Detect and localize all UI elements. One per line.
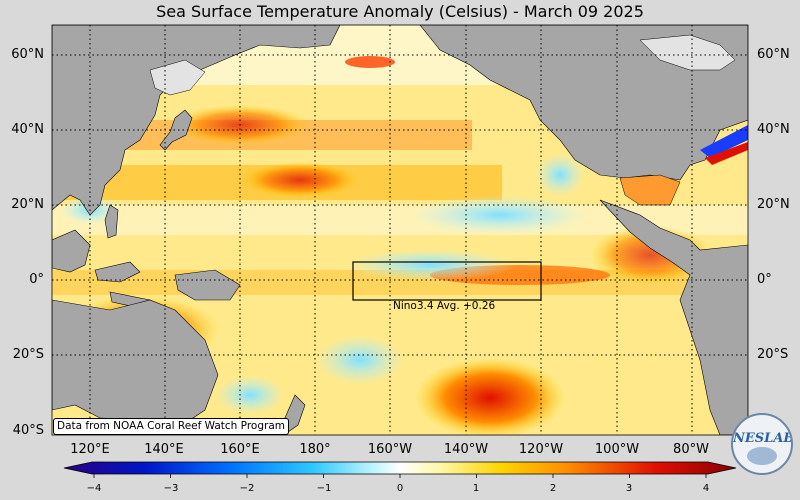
lat-label-40n-right: 40°N (757, 122, 790, 137)
lat-label-20s-right: 20°S (757, 347, 789, 362)
lon-label-120w: 120°W (518, 442, 564, 457)
colorbar-tick-4: 4 (702, 483, 710, 494)
lat-label-60n-left: 60°N (11, 47, 44, 62)
nino34-region-box (352, 261, 542, 301)
colorbar-tick-3: 3 (625, 483, 633, 494)
neslab-logo: NESLAB (731, 413, 793, 475)
cool-anomaly-equatorial (345, 249, 515, 281)
lon-label-160w: 160°W (367, 442, 413, 457)
lat-label-20n-right: 20°N (757, 197, 790, 212)
map-frame (51, 24, 749, 436)
map-title: Sea Surface Temperature Anomaly (Celsius… (156, 2, 644, 21)
colorbar-tick-2: 2 (549, 483, 557, 494)
logo-text: NESLAB (733, 431, 793, 446)
lon-label-120e: 120°E (70, 442, 110, 457)
lon-label-180: 180° (299, 442, 331, 457)
sst-anomaly-map (51, 24, 749, 436)
lat-label-40s-left: 40°S (12, 423, 44, 438)
lat-label-60n-right: 60°N (757, 47, 790, 62)
colorbar-tick-m2: −2 (239, 483, 255, 494)
lon-label-140e: 140°E (144, 442, 184, 457)
nino34-average-label: Nino3.4 Avg. +0.26 (393, 300, 496, 312)
lon-label-160e: 160°E (220, 442, 260, 457)
colorbar-tick-0: 0 (396, 483, 404, 494)
colorbar-tick-m4: −4 (86, 483, 102, 494)
colorbar-tick-m1: −1 (316, 483, 332, 494)
lat-label-eq-left: 0° (29, 272, 44, 287)
colorbar-tick-1: 1 (472, 483, 480, 494)
lon-label-140w: 140°W (443, 442, 489, 457)
graticule (52, 25, 748, 435)
lat-label-eq-right: 0° (757, 272, 772, 287)
data-credit: Data from NOAA Coral Reef Watch Program (53, 418, 289, 435)
lat-label-40n-left: 40°N (11, 122, 44, 137)
lon-label-80w: 80°W (673, 442, 709, 457)
colorbar-tick-m3: −3 (163, 483, 179, 494)
lon-label-100w: 100°W (594, 442, 640, 457)
lat-label-20s-left: 20°S (12, 347, 44, 362)
globe-icon (747, 447, 777, 465)
warm-anomaly-south (415, 358, 565, 435)
colorbar-gradient (63, 461, 737, 475)
land-masses (52, 25, 748, 435)
colorbar (63, 461, 737, 478)
lat-label-20n-left: 20°N (11, 197, 44, 212)
